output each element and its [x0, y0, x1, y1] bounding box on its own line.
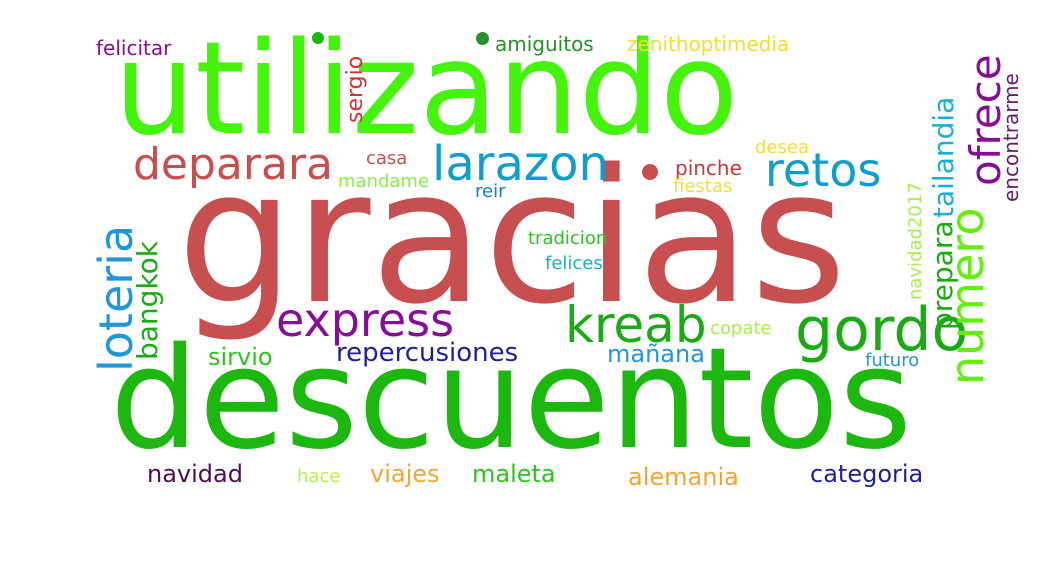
word-retos: retos — [765, 143, 882, 197]
word-gordo: gordo — [795, 295, 969, 365]
word-larazon: larazon — [432, 136, 609, 192]
word-felices: felices — [545, 253, 603, 274]
word-encontrarme: encontrarme — [999, 73, 1023, 202]
word-desea: desea — [755, 137, 809, 158]
word-express: express — [276, 293, 455, 347]
word-utilizando: utilizando — [114, 15, 739, 164]
word-sergio: sergio — [343, 55, 368, 123]
word-manana: mañana — [607, 340, 705, 368]
word-felicitar: felicitar — [96, 36, 172, 60]
word-bangkok: bangkok — [131, 240, 164, 360]
word-maleta: maleta — [472, 460, 556, 488]
word-pinche: pinche — [675, 156, 742, 180]
word-zenithoptimedia: zenithoptimedia — [627, 32, 790, 56]
word-fiestas: fiestas — [673, 176, 733, 197]
dot-mark-3 — [642, 164, 658, 180]
word-casa: casa — [366, 148, 408, 169]
word-viajes: viajes — [370, 460, 440, 488]
word-kreab: kreab — [565, 296, 707, 354]
word-categoria: categoria — [810, 460, 924, 488]
word-prepara: prepara — [926, 220, 959, 331]
dot-mark-1 — [312, 32, 324, 44]
word-tailandia: tailandia — [927, 96, 960, 218]
word-alemania: alemania — [628, 463, 739, 491]
word-descuentos: descuentos — [110, 318, 912, 481]
word-navidad2017: navidad2017 — [905, 182, 926, 300]
word-sirvio: sirvio — [208, 343, 273, 371]
word-navidad: navidad — [147, 460, 243, 488]
word-copate: copate — [710, 318, 772, 339]
word-mandame: mandame — [338, 171, 430, 192]
word-amiguitos: amiguitos — [495, 32, 594, 56]
word-reir: reir — [475, 181, 506, 202]
word-tradicion: tradicion — [528, 228, 608, 249]
word-futuro: futuro — [865, 350, 920, 371]
word-deparara: deparara — [133, 139, 333, 190]
word-repercusiones: repercusiones — [336, 338, 519, 368]
dot-mark-2 — [476, 32, 489, 45]
word-gracias: gracias — [177, 129, 847, 345]
word-hace: hace — [297, 466, 341, 487]
